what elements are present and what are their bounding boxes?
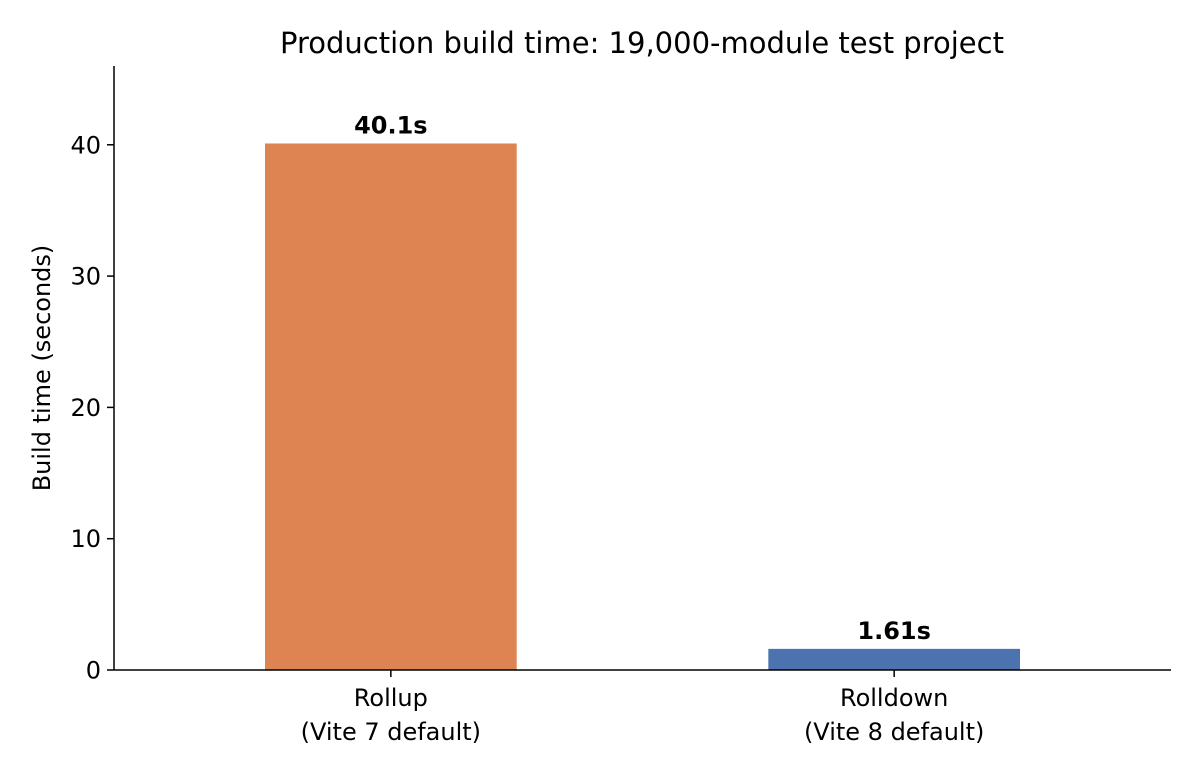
y-tick-label-20: 20 [70,394,101,422]
bars-layer [265,143,1020,671]
y-tick-label-30: 30 [70,263,101,291]
x-tick-label-line-2: (Vite 7 default) [301,718,481,746]
data-labels-layer: 40.1s 1.61s [354,111,931,644]
y-tick-label-0: 0 [86,657,101,685]
y-axis: 0 10 20 30 40 [70,66,115,685]
y-tick-label-10: 10 [70,525,101,553]
x-axis: Rollup (Vite 7 default) Rolldown (Vite 8 de… [114,669,1171,746]
y-axis-label: Build time (seconds) [28,245,56,492]
bar-rollup [265,143,517,671]
data-label-rolldown: 1.61s [857,617,931,645]
x-tick-label-line-1: Rolldown [840,684,948,712]
chart-title: Production build time: 19,000-module tes… [280,26,1004,60]
bar-rolldown [768,648,1020,670]
y-tick-label-40: 40 [70,131,101,159]
x-tick-label-rolldown: Rolldown (Vite 8 default) [804,684,984,746]
data-label-rollup: 40.1s [354,111,428,139]
x-tick-label-line-2: (Vite 8 default) [804,718,984,746]
x-tick-label-line-1: Rollup [354,684,428,712]
x-tick-label-rollup: Rollup (Vite 7 default) [301,684,481,746]
